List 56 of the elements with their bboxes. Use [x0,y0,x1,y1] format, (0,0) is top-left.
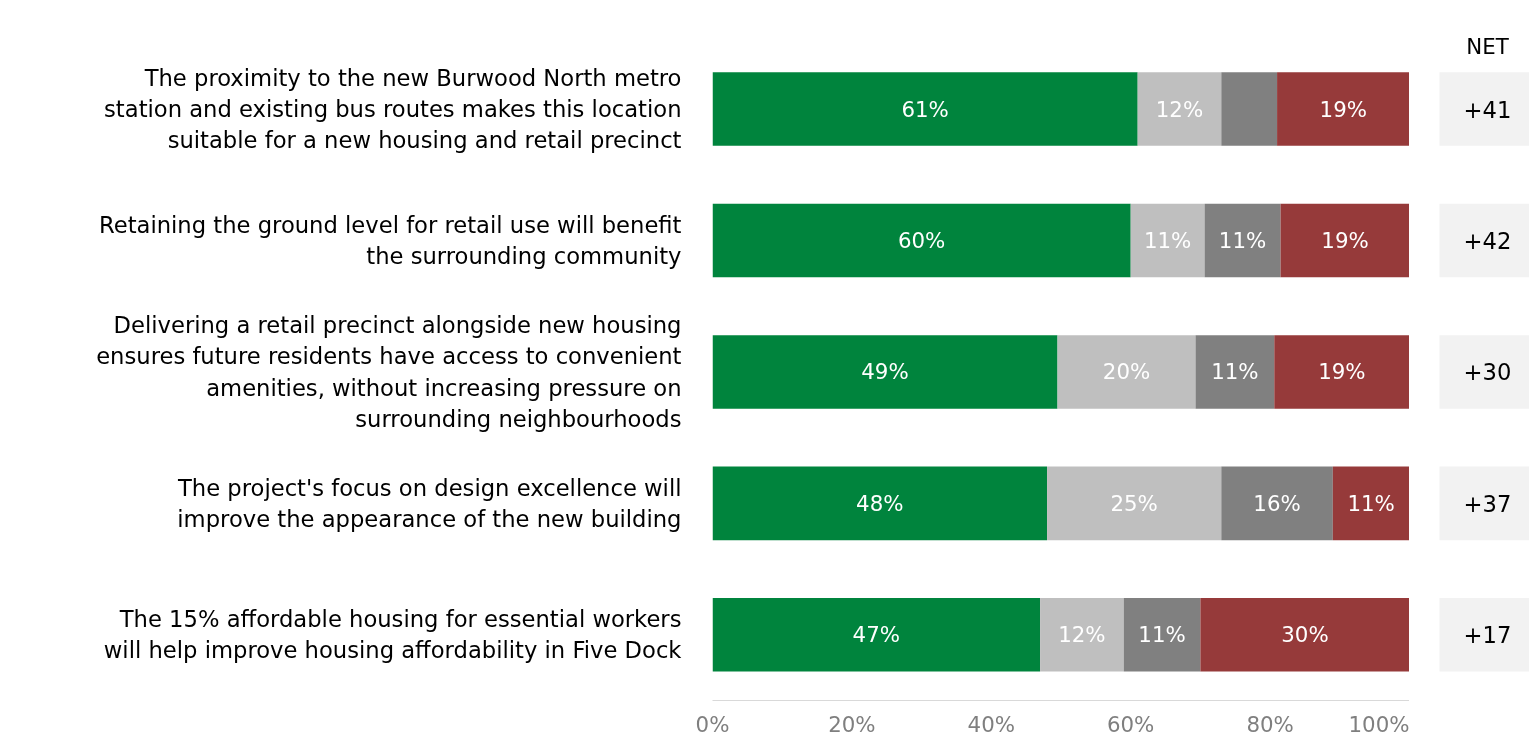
bar [1130,203,1205,278]
text: +30 [1463,359,1512,386]
y-tick-label: The proximity to the new Burwood North metro station and existing bus routes makes this location suitable for a new housing and retail precinct [104,64,682,154]
bar [1200,597,1409,672]
data-label: 47% [852,622,900,648]
text: +17 [1463,622,1512,649]
text: +42 [1463,228,1512,254]
bar [1137,72,1222,146]
bar [1277,72,1409,146]
data-label: 12% [1058,622,1106,648]
data-label: 16% [1253,490,1301,516]
data-label: 30% [1281,622,1329,648]
x-tick-label: 100% [1348,711,1410,737]
bar [712,203,1131,278]
y-tick-label: Delivering a retail precinct alongside new housing ensures future residents have access to convenient amenities, without increasing pressure on surrounding neighbourhoods [96,312,682,432]
data-label: 49% [861,359,909,385]
bar [1332,466,1409,541]
text: NET [1466,34,1510,60]
data-label: 20% [1102,359,1151,385]
text: +37 [1463,490,1512,517]
bar [1047,466,1222,541]
data-label: 11% [1143,228,1192,253]
data-label: 25% [1110,490,1158,516]
bar [1057,335,1196,409]
data-label: 48% [856,490,904,516]
data-label: 12% [1155,96,1204,122]
data-label: 61% [901,96,949,122]
bar [1274,335,1409,409]
x-tick-label: 60% [1107,711,1155,737]
x-tick-label: 20% [828,711,876,737]
bar [1195,335,1275,409]
data-label: 19% [1319,96,1367,122]
data-label: 19% [1321,228,1369,253]
bar [712,466,1048,541]
bar [1123,597,1201,672]
data-label: 11% [1347,490,1395,516]
x-tick-label: 80% [1246,711,1294,737]
bar [1221,466,1333,541]
text: +41 [1463,96,1512,123]
data-label: 11% [1211,359,1259,385]
data-label: 60% [897,228,946,253]
x-tick-label: 40% [967,711,1015,737]
bar [1280,203,1409,278]
bar [1221,72,1278,146]
y-tick-label: The 15% affordable housing for essential workers will help improve housing affordability in Five Dock [103,606,683,664]
data-label: 11% [1218,228,1267,253]
bar [712,72,1138,146]
x-tick-label: 0% [695,711,730,737]
bar [712,335,1058,409]
bar [1204,203,1281,278]
y-tick-label: The project's focus on design excellence will improve the appearance of the new building [177,474,682,532]
bar [712,597,1041,672]
y-tick-label: Retaining the ground level for retail use will benefit the surrounding community [99,211,682,270]
bar [1040,597,1124,672]
data-label: 11% [1138,622,1186,648]
data-label: 19% [1318,359,1366,385]
